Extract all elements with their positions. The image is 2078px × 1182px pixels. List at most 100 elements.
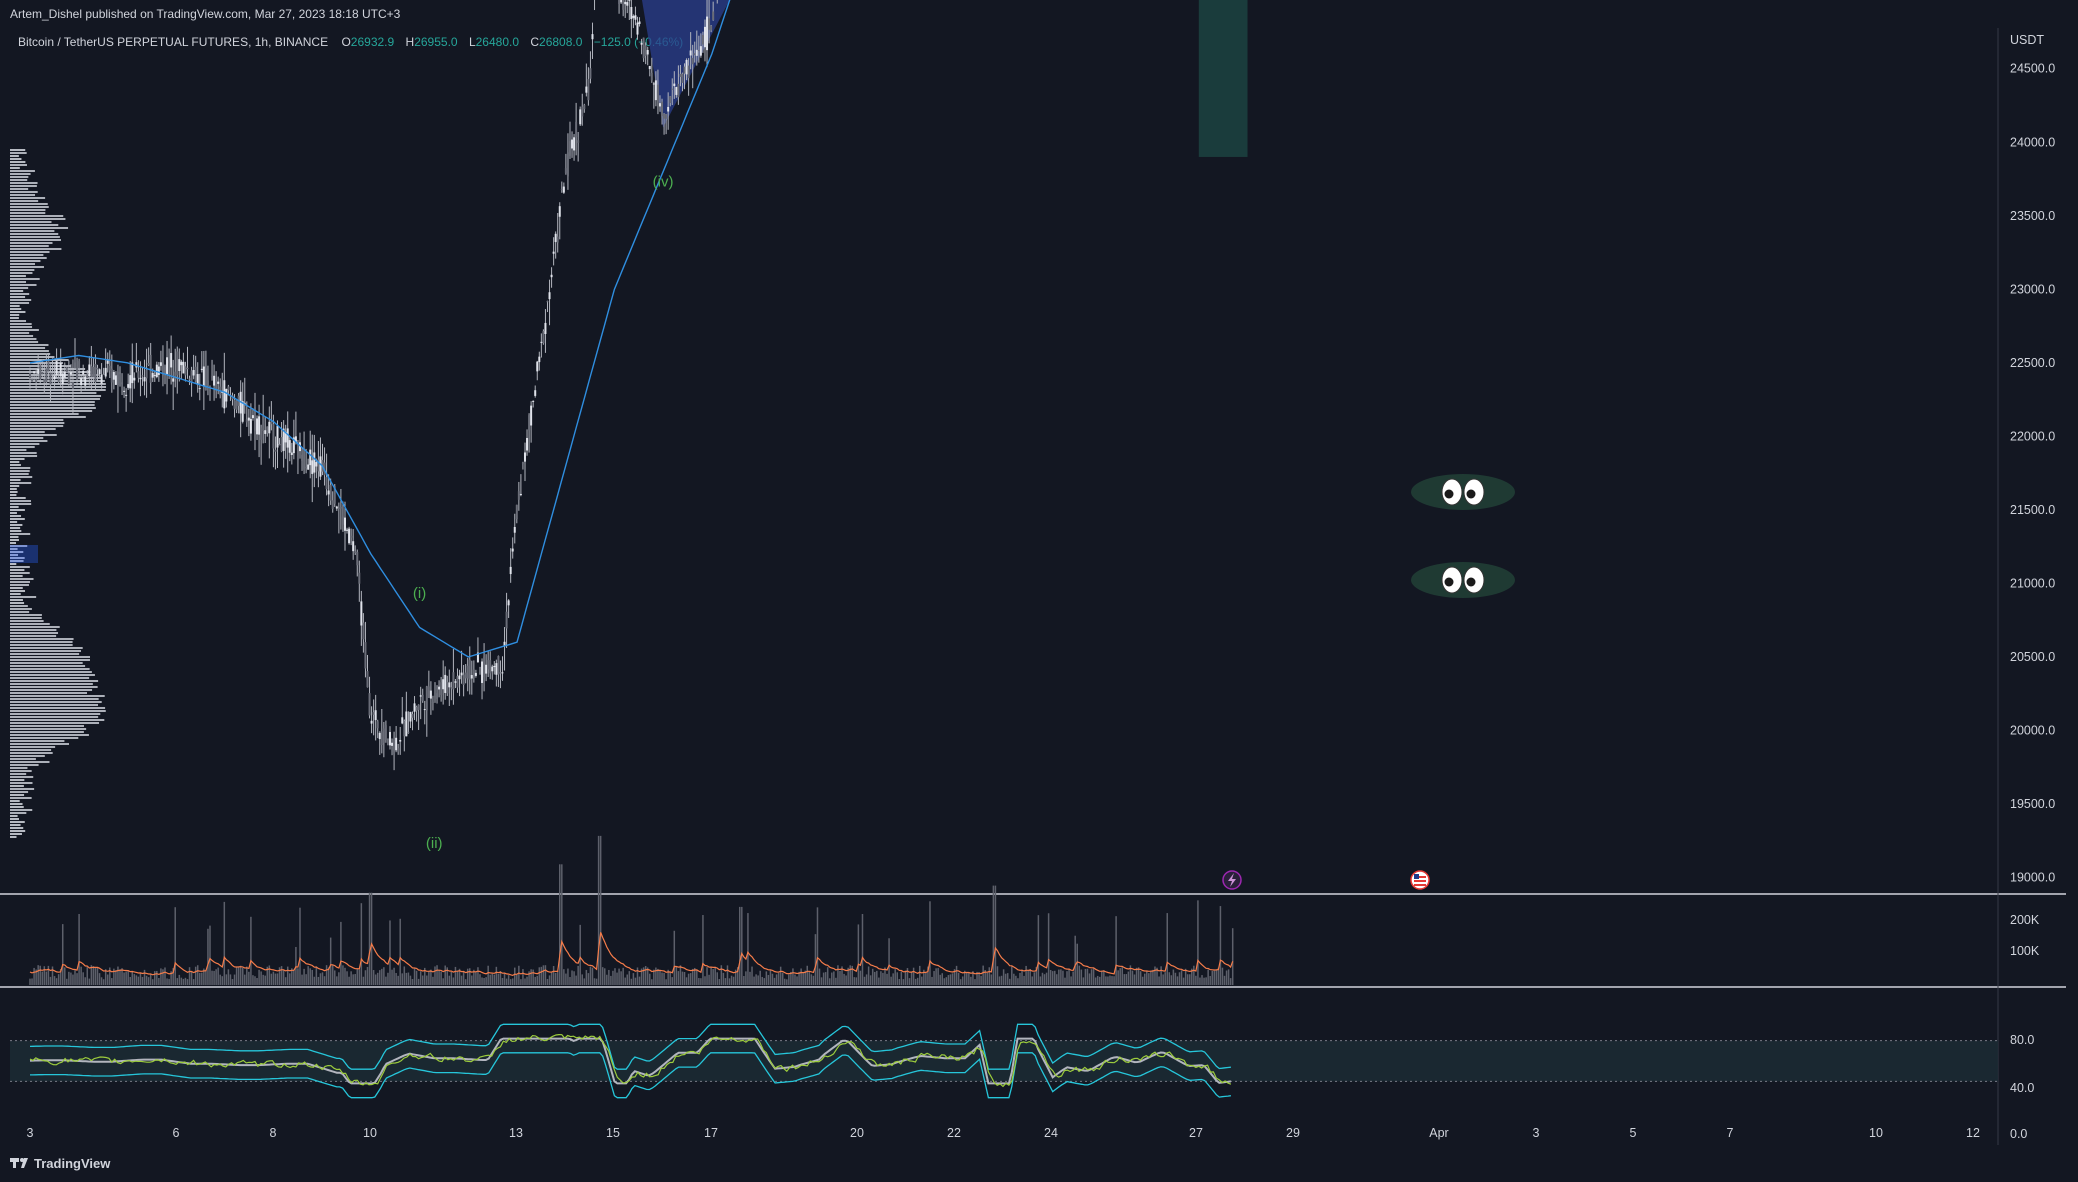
candle-body: [712, 11, 715, 20]
candle-body: [309, 449, 312, 466]
time-tick-label: 6: [173, 1126, 180, 1140]
candle-body: [448, 682, 451, 688]
candle-body: [650, 72, 653, 81]
candle-body: [307, 464, 310, 470]
lightning-event-icon[interactable]: [1222, 870, 1242, 890]
candle-body: [284, 431, 287, 443]
candle-body: [192, 370, 195, 376]
us-flag-event-icon[interactable]: [1410, 870, 1430, 890]
candle-body: [382, 728, 385, 743]
candle-body: [513, 527, 516, 533]
candle-body: [71, 382, 74, 388]
candle-body: [558, 206, 561, 217]
candle-body: [654, 80, 657, 101]
price-tick-label: 19000.0: [2010, 871, 2055, 885]
candle-body: [391, 742, 394, 746]
candle-body: [708, 18, 711, 30]
candle-body: [395, 737, 398, 751]
tradingview-logo-icon[interactable]: [10, 1158, 28, 1168]
candle-body: [65, 367, 68, 373]
time-tick-label: 12: [1966, 1126, 1980, 1140]
candle-body: [370, 720, 373, 724]
price-tick-label: 21000.0: [2010, 576, 2055, 590]
candle-body: [472, 669, 475, 678]
candle-body: [519, 493, 522, 496]
price-tick-label: 23500.0: [2010, 209, 2055, 223]
price-tick-label: 20500.0: [2010, 650, 2055, 664]
candle-body: [94, 363, 97, 383]
candle-body: [423, 709, 426, 711]
candle-body: [35, 379, 38, 382]
candle-body: [278, 444, 281, 446]
candle-body: [497, 656, 500, 675]
candle-body: [495, 663, 498, 675]
candle-body: [45, 368, 48, 383]
candle-body: [573, 137, 576, 151]
candle-body: [147, 362, 150, 365]
candle-body: [303, 444, 306, 470]
candle-body: [51, 373, 54, 375]
candle-body: [76, 368, 79, 380]
candle-body: [82, 370, 85, 375]
candle-body: [466, 665, 469, 679]
candle-body: [341, 516, 344, 525]
candle-body: [575, 121, 578, 138]
candle-body: [699, 46, 702, 56]
candle-body: [141, 375, 144, 377]
candle-body: [178, 359, 181, 372]
candle-body: [564, 168, 567, 174]
candle-body: [315, 462, 318, 467]
volume-tick-label: 200K: [2010, 913, 2040, 927]
tradingview-brand[interactable]: TradingView: [34, 1156, 111, 1171]
candle-body: [544, 322, 547, 334]
volume-profile: [10, 149, 107, 838]
candle-body: [114, 375, 117, 385]
candle-body: [411, 713, 414, 718]
candle-body: [456, 676, 459, 688]
candle-body: [333, 486, 336, 504]
candle-body: [241, 401, 244, 422]
candle-body: [290, 452, 293, 456]
candle-body: [61, 373, 64, 385]
candle-body: [703, 26, 706, 48]
candle-body: [233, 399, 236, 409]
candle-body: [57, 378, 60, 382]
time-tick-label: 24: [1044, 1126, 1058, 1140]
candle-body: [325, 477, 328, 490]
candle-body: [628, 0, 631, 2]
candle-body: [638, 21, 641, 24]
candle-body: [129, 375, 132, 389]
candle-body: [552, 251, 555, 254]
high-value: 26955.0: [414, 35, 458, 49]
candle-body: [116, 371, 119, 386]
candle-body: [227, 386, 230, 391]
time-tick-label: 10: [1869, 1126, 1883, 1140]
candle-body: [589, 68, 592, 79]
candle-body: [69, 372, 72, 375]
candle-body: [577, 140, 580, 143]
candle-body: [249, 418, 252, 434]
candle-body: [438, 686, 441, 690]
candle-body: [681, 73, 684, 83]
candle-body: [622, 0, 625, 10]
candle-body: [470, 675, 473, 679]
candle-body: [521, 462, 524, 464]
candle-body: [571, 139, 574, 149]
candle-body: [476, 652, 479, 663]
candle-body: [100, 374, 103, 384]
oscillator-band-fill: [10, 1040, 1998, 1082]
oscillator-tick-label: 0.0: [2010, 1127, 2027, 1141]
candle-body: [671, 88, 674, 90]
candle-body: [505, 611, 508, 629]
candle-body: [464, 672, 467, 679]
candle-body: [153, 374, 156, 376]
candle-body: [166, 357, 169, 375]
candle-body: [194, 366, 197, 382]
candle-body: [354, 551, 357, 553]
candle-body: [656, 84, 659, 101]
candle-body: [550, 274, 553, 278]
candle-body: [397, 748, 400, 752]
volume-pane: 200K 100K: [29, 835, 2040, 985]
